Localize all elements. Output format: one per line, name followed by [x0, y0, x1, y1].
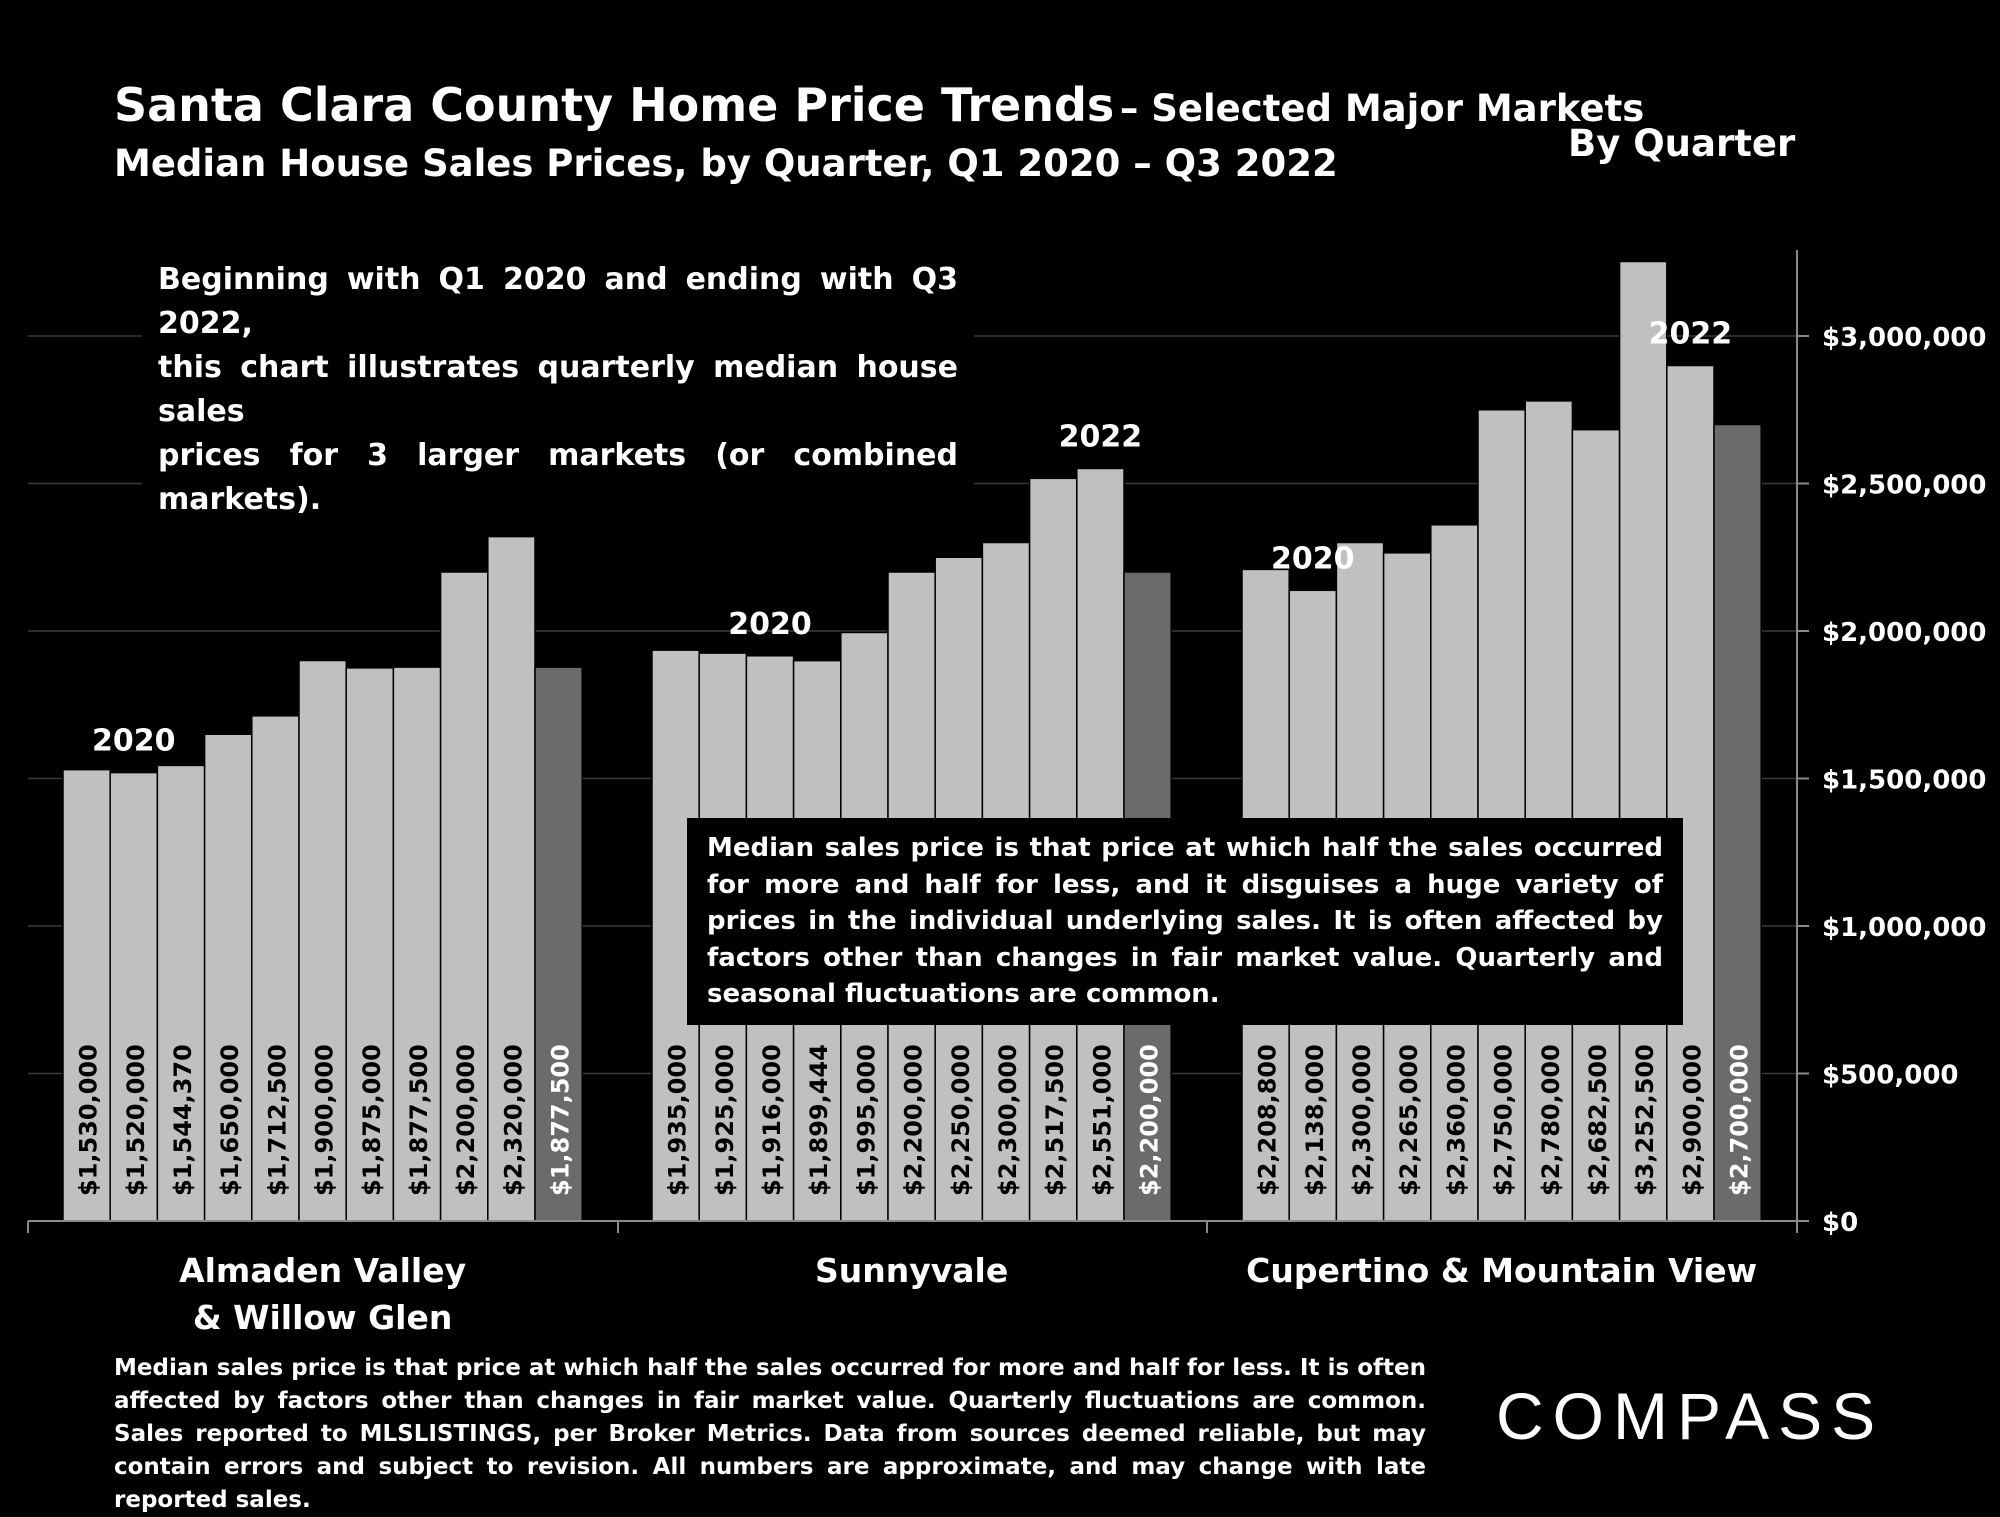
bar-value-label: $2,700,000	[1726, 1044, 1754, 1196]
bar-value-label: $2,517,500	[1041, 1044, 1069, 1196]
bar-value-label: $2,750,000	[1490, 1044, 1518, 1196]
title-main: Santa Clara County Home Price Trends	[114, 78, 1115, 132]
bar	[392, 666, 442, 1222]
bar-value-label: $1,712,500	[263, 1044, 291, 1196]
y-tick-label: $0	[1822, 1208, 1858, 1238]
bar-value-label: $2,900,000	[1678, 1044, 1706, 1196]
chart-title: Santa Clara County Home Price Trends – S…	[114, 78, 1644, 132]
bar	[534, 666, 583, 1222]
bar-value-label: $3,252,500	[1631, 1044, 1659, 1196]
y-tick-label: $2,500,000	[1822, 471, 1986, 501]
footer-disclaimer: Median sales price is that price at whic…	[114, 1355, 1426, 1513]
y-tick-label: $3,000,000	[1822, 323, 1986, 353]
y-tick-label: $1,000,000	[1822, 913, 1986, 943]
bar-value-label: $2,551,000	[1088, 1044, 1116, 1196]
bar	[1666, 364, 1715, 1222]
year-annotation: 2020	[728, 607, 812, 642]
bar-value-label: $2,200,000	[452, 1044, 480, 1196]
bar-value-label: $1,995,000	[852, 1044, 880, 1196]
y-tick-label: $2,000,000	[1822, 618, 1986, 648]
year-annotation: 2022	[1059, 419, 1143, 454]
bar-value-label: $2,208,800	[1254, 1044, 1282, 1196]
bar-value-label: $1,916,000	[758, 1044, 786, 1196]
bar-value-label: $1,530,000	[75, 1044, 103, 1196]
bar-value-label: $1,520,000	[122, 1044, 150, 1196]
median-note-box: Median sales price is that price at whic…	[687, 818, 1683, 1025]
group-label: Cupertino & Mountain View	[1246, 1251, 1757, 1290]
intro-line-3: prices for 3 larger markets (or combined…	[158, 438, 958, 517]
bar-value-label: $2,360,000	[1442, 1044, 1470, 1196]
title-suffix: – Selected Major Markets	[1119, 87, 1645, 130]
bar-value-label: $1,877,500	[547, 1044, 575, 1196]
bar-value-label: $1,900,000	[311, 1044, 339, 1196]
bar-value-label: $1,650,000	[216, 1044, 244, 1196]
bar-value-label: $2,780,000	[1537, 1044, 1565, 1196]
bar	[487, 535, 536, 1222]
by-quarter-label: By Quarter	[1568, 122, 1796, 165]
bar-value-label: $1,935,000	[664, 1044, 692, 1196]
bar	[298, 659, 347, 1222]
bar-value-label: $1,899,444	[805, 1044, 833, 1196]
group-label: Almaden Valley	[179, 1251, 466, 1290]
bar-value-label: $2,300,000	[1348, 1044, 1376, 1196]
group-label: Sunnyvale	[815, 1251, 1008, 1290]
bar-value-label: $1,544,370	[169, 1044, 197, 1196]
bar-value-label: $2,250,000	[947, 1044, 975, 1196]
bar	[203, 733, 253, 1222]
bar	[251, 715, 300, 1222]
year-annotation: 2020	[92, 724, 176, 759]
year-annotation: 2022	[1649, 317, 1733, 352]
bar-value-label: $2,682,500	[1584, 1044, 1612, 1196]
bar-value-label: $2,138,000	[1301, 1044, 1329, 1196]
bar-value-label: $2,320,000	[499, 1044, 527, 1196]
group-label: & Willow Glen	[193, 1298, 453, 1337]
bar-value-label: $1,877,500	[405, 1044, 433, 1196]
bar	[1713, 423, 1762, 1222]
y-tick-label: $500,000	[1822, 1061, 1959, 1091]
bar	[1477, 409, 1526, 1222]
bar-value-label: $2,265,000	[1395, 1044, 1423, 1196]
bar-value-label: $2,300,000	[994, 1044, 1022, 1196]
bar-value-label: $1,925,000	[711, 1044, 739, 1196]
bar	[345, 667, 395, 1222]
bar-value-label: $2,200,000	[1136, 1044, 1164, 1196]
bar-value-label: $1,875,000	[358, 1044, 386, 1196]
intro-text: Beginning with Q1 2020 and ending with Q…	[142, 258, 974, 522]
compass-logo: COMPASS	[1496, 1379, 1885, 1453]
year-annotation: 2020	[1271, 541, 1355, 576]
intro-line-1: Beginning with Q1 2020 and ending with Q…	[158, 262, 958, 341]
chart-subtitle: Median House Sales Prices, by Quarter, Q…	[114, 142, 1338, 185]
y-tick-label: $1,500,000	[1822, 766, 1986, 796]
bar	[1618, 260, 1668, 1222]
bar-value-label: $2,200,000	[900, 1044, 928, 1196]
intro-line-2: this chart illustrates quarterly median …	[158, 350, 958, 429]
